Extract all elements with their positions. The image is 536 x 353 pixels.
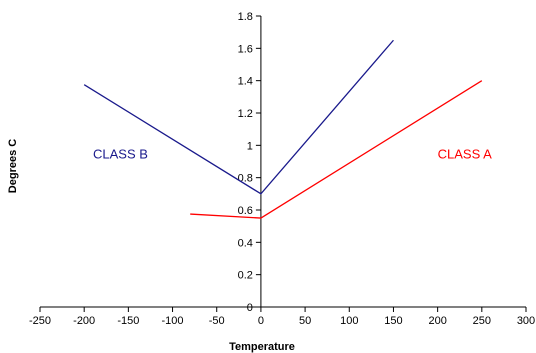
y-tick-label: 0.4	[238, 237, 253, 249]
annotation-class-b: CLASS B	[93, 146, 148, 161]
x-tick-label: 150	[384, 315, 402, 327]
x-tick-label: 300	[517, 315, 535, 327]
y-tick-label: 0.8	[238, 173, 253, 185]
series-lines	[83, 39, 483, 219]
series-line-class-b	[83, 39, 394, 195]
y-tick-label: 1.2	[238, 108, 253, 120]
y-tick-label: 1.4	[238, 76, 253, 88]
x-tick-label: -150	[117, 315, 139, 327]
x-tick-label: 100	[340, 315, 358, 327]
x-tick-label: -100	[162, 315, 184, 327]
axes: -250 -200 -150 -100 -50 0 50 100 150 200 250 300 0 0.…	[29, 11, 535, 327]
x-tick-label: -50	[209, 315, 225, 327]
annotations: CLASS B CLASS A	[93, 146, 492, 161]
y-tick-label: 1	[247, 140, 253, 152]
x-tick-label: 50	[299, 315, 311, 327]
y-tick-label: 1.8	[238, 11, 253, 23]
x-tick-label: -200	[73, 315, 95, 327]
x-axis-title: Temperature	[229, 341, 295, 353]
y-tick-label: 0.6	[238, 205, 253, 217]
x-tick-label: 0	[258, 315, 264, 327]
annotation-class-a: CLASS A	[438, 146, 493, 161]
y-tick-label: 0	[247, 302, 253, 314]
x-tick-label: 250	[473, 315, 491, 327]
series-line-class-a	[190, 80, 483, 219]
y-tick-label: 1.6	[238, 43, 253, 55]
y-tick-label: 0.2	[238, 270, 253, 282]
y-axis-title: Degrees C	[7, 139, 19, 193]
x-tick-label: -250	[29, 315, 51, 327]
x-tick-label: 200	[428, 315, 446, 327]
